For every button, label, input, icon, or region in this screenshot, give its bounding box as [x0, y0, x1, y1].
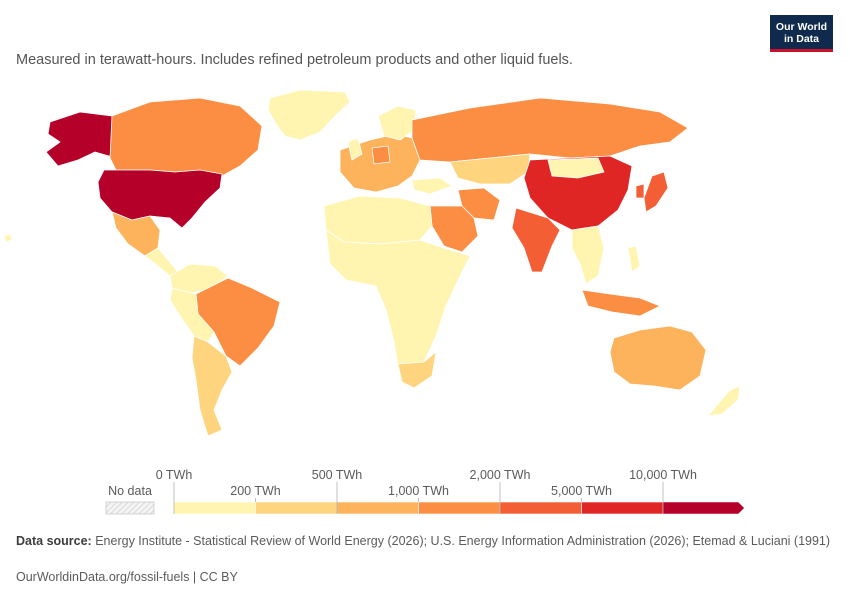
legend-bin-3: [418, 501, 501, 515]
world-map[interactable]: [0, 80, 850, 460]
region-kazakhstan[interactable]: [449, 153, 531, 185]
footer-credit[interactable]: OurWorldinData.org/fossil-fuels | CC BY: [16, 570, 238, 584]
legend-tick-200: 200 TWh: [230, 484, 281, 498]
color-legend: No data 0 TWh 500 TWh 2,000 TWh 10,000 T…: [105, 468, 745, 515]
region-southeast-asia[interactable]: [571, 225, 605, 285]
legend-tick-0: 0 TWh: [156, 468, 193, 482]
region-argentina[interactable]: [191, 335, 233, 437]
legend-bin-0: [173, 501, 256, 515]
logo-line-2: in Data: [783, 33, 819, 45]
region-greenland[interactable]: [267, 89, 351, 141]
legend-tick-500: 500 TWh: [312, 468, 363, 482]
region-south-korea[interactable]: [635, 183, 645, 199]
region-united-states[interactable]: [97, 169, 223, 229]
legend-bin-2: [336, 501, 419, 515]
region-south-africa[interactable]: [397, 351, 437, 389]
region-alaska[interactable]: [45, 111, 117, 167]
region-north-africa[interactable]: [323, 195, 433, 245]
legend-bin-6: [662, 501, 745, 515]
region-scandinavia[interactable]: [377, 105, 417, 141]
legend-no-data-label: No data: [108, 484, 152, 498]
region-united-kingdom[interactable]: [347, 137, 363, 161]
legend-bin-5: [581, 501, 664, 515]
legend-bin-1: [255, 501, 338, 515]
region-sub-saharan-africa[interactable]: [325, 229, 471, 377]
region-russia[interactable]: [411, 97, 689, 163]
legend-ticks: 0 TWh 500 TWh 2,000 TWh 10,000 TWh 200 T…: [156, 468, 697, 498]
legend-tick-1000: 1,000 TWh: [388, 484, 449, 498]
region-mongolia[interactable]: [547, 157, 605, 179]
region-philippines[interactable]: [627, 245, 641, 273]
legend-tick-2000: 2,000 TWh: [470, 468, 531, 482]
region-saudi-arabia[interactable]: [429, 205, 479, 253]
region-indonesia[interactable]: [581, 289, 661, 317]
region-india[interactable]: [511, 207, 561, 273]
legend-tick-10000: 10,000 TWh: [629, 468, 697, 482]
region-new-zealand[interactable]: [707, 385, 741, 417]
region-japan[interactable]: [643, 171, 669, 213]
data-source: Data source: Energy Institute - Statisti…: [16, 533, 834, 549]
data-source-text[interactable]: Energy Institute - Statistical Review of…: [95, 534, 831, 548]
region-germany[interactable]: [371, 145, 391, 165]
region-china[interactable]: [523, 155, 633, 231]
logo-line-1: Our World: [775, 21, 828, 33]
legend-bins: [173, 482, 745, 515]
legend-tick-5000: 5,000 TWh: [551, 484, 612, 498]
legend-no-data-swatch: [105, 501, 155, 515]
region-turkey[interactable]: [411, 177, 453, 195]
region-canada[interactable]: [109, 97, 263, 177]
data-source-label: Data source:: [16, 534, 92, 548]
legend-bin-4: [499, 501, 582, 515]
region-hawaii[interactable]: [3, 233, 13, 243]
region-australia[interactable]: [609, 325, 707, 391]
owid-logo[interactable]: Our World in Data: [770, 15, 833, 52]
chart-subtitle: Measured in terawatt-hours. Includes ref…: [16, 52, 573, 68]
